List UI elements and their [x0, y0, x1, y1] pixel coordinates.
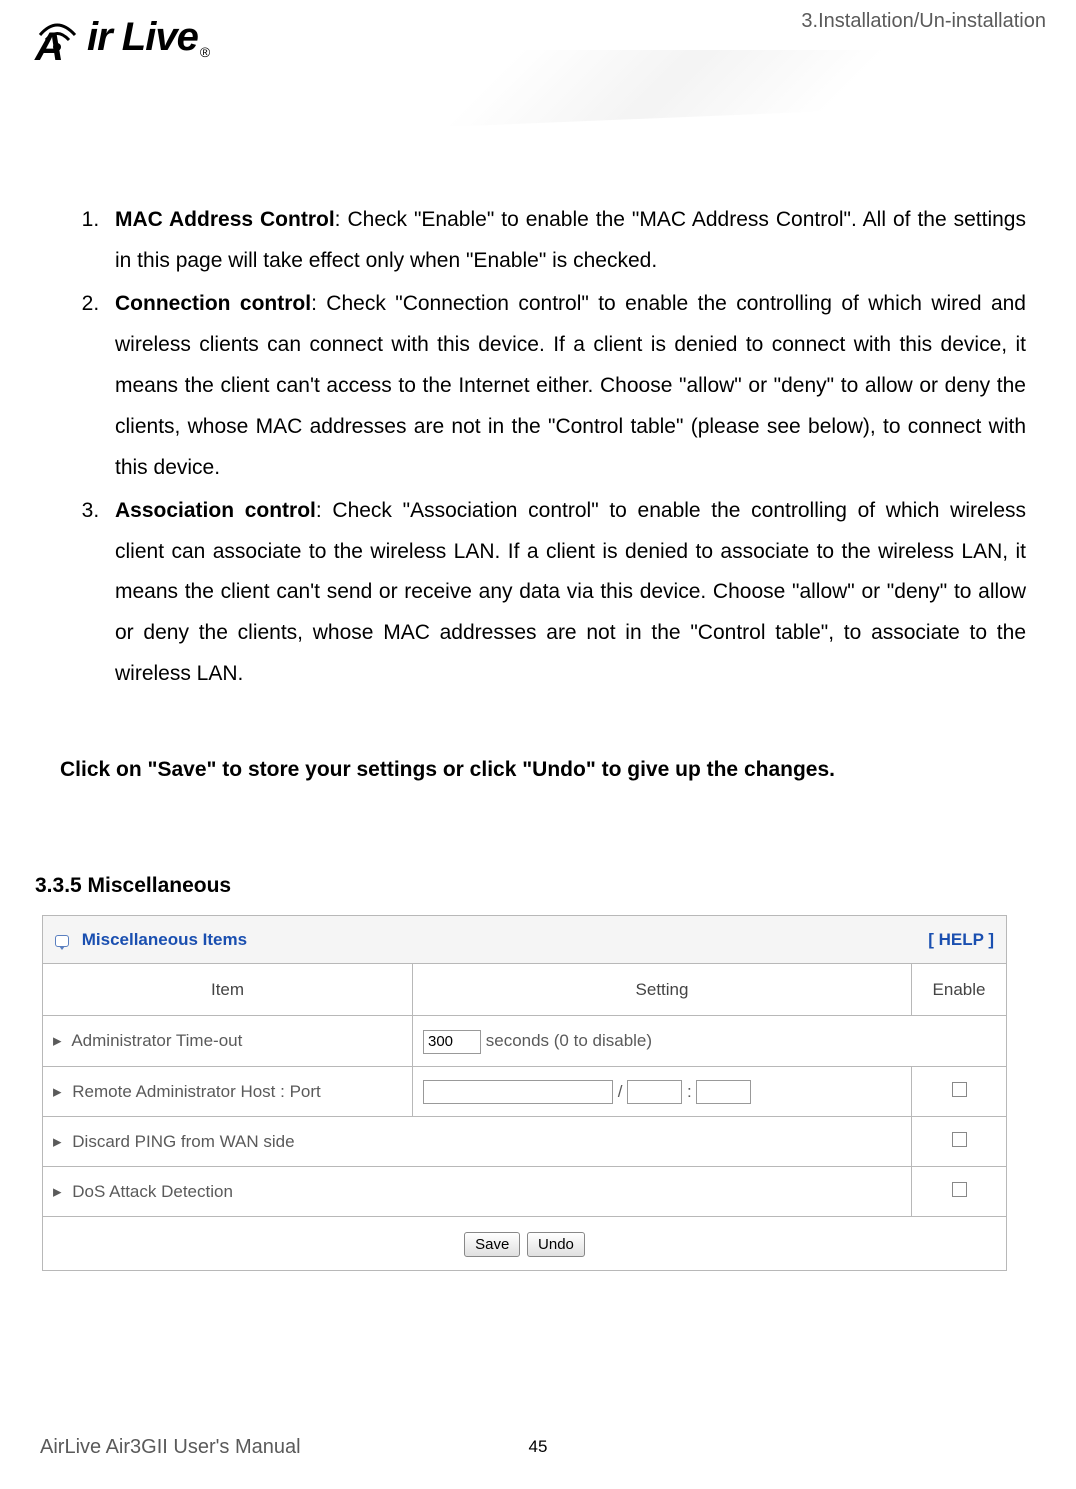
table-button-row: Save Undo	[43, 1216, 1007, 1270]
table-title-row: Miscellaneous Items [ HELP ]	[43, 916, 1007, 964]
miscellaneous-table: Miscellaneous Items [ HELP ] Item Settin…	[42, 915, 1007, 1271]
table-row: ▸ Discard PING from WAN side	[43, 1116, 1007, 1166]
table-row: ▸ Remote Administrator Host : Port / :	[43, 1066, 1007, 1116]
section-heading: 3.3.5 Miscellaneous	[35, 866, 1026, 907]
remote-port-input[interactable]	[696, 1080, 751, 1104]
remote-mask-input[interactable]	[627, 1080, 682, 1104]
table-row: ▸ DoS Attack Detection	[43, 1166, 1007, 1216]
brand-logo: A ir Live ®	[30, 5, 210, 60]
separator: :	[687, 1082, 692, 1101]
header-decoration	[246, 50, 1076, 135]
remote-host-input[interactable]	[423, 1080, 613, 1104]
svg-text:A: A	[34, 25, 64, 60]
table-column-headers: Item Setting Enable	[43, 964, 1007, 1016]
list-item: Connection control: Check "Connection co…	[105, 284, 1026, 489]
chapter-label: 3.Installation/Un-installation	[801, 10, 1046, 33]
timeout-input[interactable]	[423, 1030, 481, 1054]
wifi-icon: A	[30, 5, 85, 60]
row-marker-icon: ▸	[53, 1082, 62, 1101]
row-marker-icon: ▸	[53, 1031, 62, 1050]
separator: /	[618, 1082, 623, 1101]
row-label: Remote Administrator Host : Port	[72, 1082, 320, 1101]
list-item-bold: Association control	[115, 499, 316, 522]
ping-enable-checkbox[interactable]	[952, 1132, 967, 1147]
instruction-list: MAC Address Control: Check "Enable" to e…	[60, 200, 1026, 695]
speech-bubble-icon	[55, 935, 69, 947]
list-item-text: : Check "Connection control" to enable t…	[115, 292, 1026, 479]
table-title: Miscellaneous Items	[82, 930, 247, 949]
help-link[interactable]: [ HELP ]	[928, 923, 994, 956]
timeout-suffix: seconds (0 to disable)	[486, 1031, 652, 1050]
dos-enable-checkbox[interactable]	[952, 1182, 967, 1197]
logo-text: ir Live	[87, 15, 198, 60]
main-content: MAC Address Control: Check "Enable" to e…	[0, 140, 1076, 1271]
table-row: ▸ Administrator Time-out seconds (0 to d…	[43, 1016, 1007, 1066]
manual-title: AirLive Air3GII User's Manual	[40, 1436, 301, 1458]
row-label: Administrator Time-out	[71, 1031, 242, 1050]
col-header-setting: Setting	[413, 964, 912, 1016]
list-item-bold: Connection control	[115, 292, 311, 315]
row-label: Discard PING from WAN side	[72, 1132, 294, 1151]
page-footer: AirLive Air3GII User's Manual 45	[40, 1436, 1036, 1459]
save-note: Click on "Save" to store your settings o…	[60, 750, 1026, 791]
list-item-bold: MAC Address Control	[115, 208, 335, 231]
remote-enable-checkbox[interactable]	[952, 1082, 967, 1097]
row-label: DoS Attack Detection	[72, 1182, 233, 1201]
row-marker-icon: ▸	[53, 1182, 62, 1201]
col-header-item: Item	[43, 964, 413, 1016]
list-item: Association control: Check "Association …	[105, 491, 1026, 696]
col-header-enable: Enable	[912, 964, 1007, 1016]
row-marker-icon: ▸	[53, 1132, 62, 1151]
save-button[interactable]: Save	[464, 1232, 520, 1257]
page-number: 45	[529, 1437, 548, 1457]
trademark-symbol: ®	[200, 44, 210, 60]
page-header: 3.Installation/Un-installation A ir Live…	[0, 0, 1076, 140]
list-item: MAC Address Control: Check "Enable" to e…	[105, 200, 1026, 282]
list-item-text: : Check "Association control" to enable …	[115, 499, 1026, 686]
undo-button[interactable]: Undo	[527, 1232, 585, 1257]
